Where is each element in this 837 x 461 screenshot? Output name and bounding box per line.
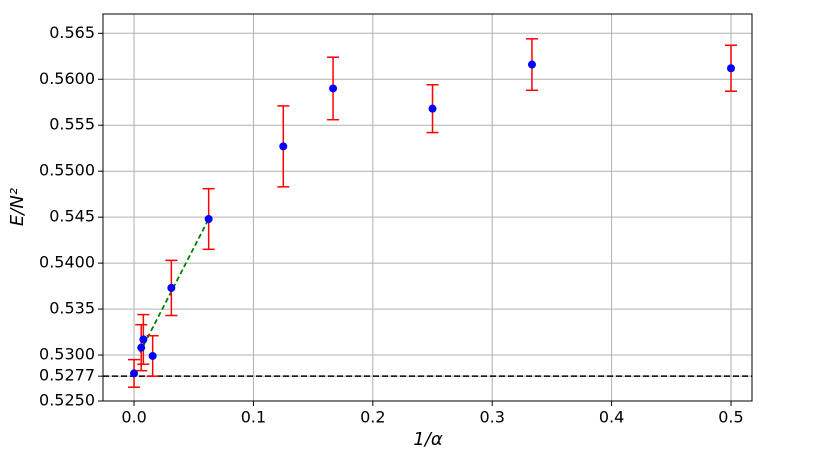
y-tick-label: 0.5600: [39, 69, 95, 88]
data-point: [148, 351, 157, 360]
y-tick-label: 0.535: [49, 299, 95, 318]
y-tick-label: 0.5277: [39, 366, 95, 385]
y-tick-label: 0.5300: [39, 345, 95, 364]
marks: [103, 38, 752, 388]
x-tick-label: 0.0: [121, 408, 146, 427]
grid: [103, 14, 752, 402]
data-point: [527, 60, 536, 69]
x-tick-label: 0.5: [718, 408, 743, 427]
x-tick-label: 0.4: [599, 408, 624, 427]
x-tick-label: 0.1: [241, 408, 266, 427]
plot-frame: [102, 13, 753, 402]
data-point: [726, 64, 735, 73]
data-point: [279, 142, 288, 151]
x-tick-label: 0.2: [360, 408, 385, 427]
data-point: [139, 335, 148, 344]
x-tick-label: 0.3: [479, 408, 504, 427]
data-point: [130, 369, 139, 378]
data-point: [204, 214, 213, 223]
y-tick-label: 0.545: [49, 207, 95, 226]
y-tick-label: 0.555: [49, 115, 95, 134]
y-tick-label: 0.5250: [39, 391, 95, 410]
data-point: [167, 283, 176, 292]
y-tick-label: 0.5500: [39, 161, 95, 180]
y-tick-label: 0.5400: [39, 253, 95, 272]
y-tick-label: 0.565: [49, 23, 95, 42]
y-axis-label: E/N²: [7, 188, 28, 226]
data-point: [428, 104, 437, 113]
x-axis-label: 1/α: [413, 429, 443, 450]
data-point: [329, 84, 338, 93]
data-point: [137, 343, 146, 352]
